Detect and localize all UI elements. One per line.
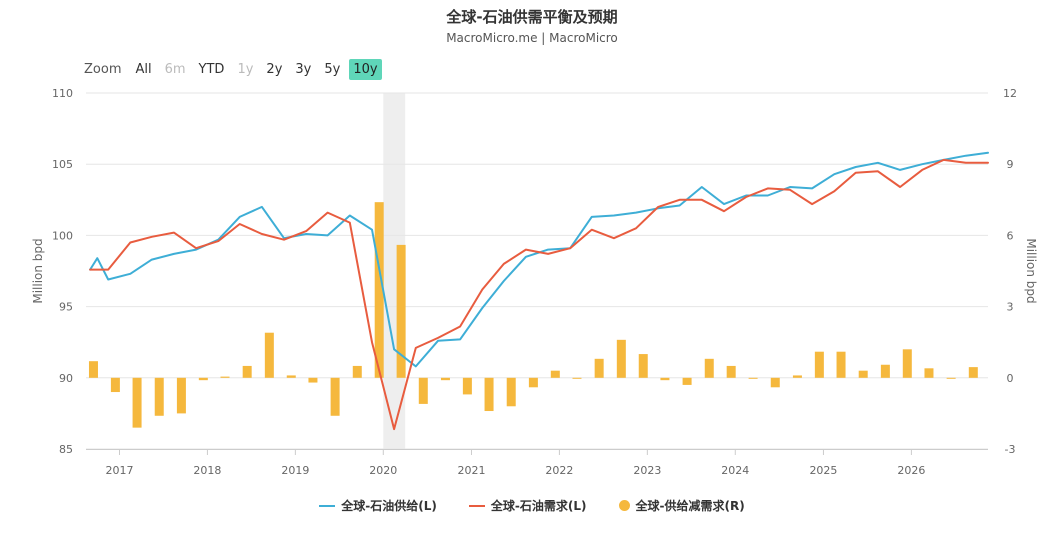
balance-bar xyxy=(550,370,560,378)
zoom-all-button[interactable]: All xyxy=(135,62,152,77)
balance-bar xyxy=(902,349,912,378)
balance-bar xyxy=(352,365,362,378)
x-tick-label: 2019 xyxy=(281,464,309,477)
balance-bar xyxy=(792,375,802,378)
balance-bar xyxy=(704,358,714,378)
balance-bar xyxy=(814,351,824,378)
legend-supply-label: 全球-石油供给(L) xyxy=(341,499,437,513)
chart-subtitle: MacroMicro.me | MacroMicro xyxy=(446,31,618,45)
balance-bar xyxy=(506,377,516,407)
balance-bar xyxy=(924,368,934,378)
balance-bar xyxy=(770,377,780,388)
balance-bar xyxy=(242,365,252,378)
balance-bar xyxy=(220,376,230,378)
zoom-2y-button[interactable]: 2y xyxy=(266,62,283,77)
balance-bar xyxy=(748,377,758,379)
y-right-axis-title: Million bpd xyxy=(1024,238,1038,303)
balance-bar xyxy=(308,377,318,383)
y-left-tick-label: 85 xyxy=(59,443,73,456)
balance-bar xyxy=(484,377,494,412)
legend-supply-swatch xyxy=(319,504,336,507)
balance-bar xyxy=(418,377,428,404)
x-tick-label: 2026 xyxy=(897,464,925,477)
y-left-tick-label: 110 xyxy=(52,87,73,100)
chart-legend: 全球-石油供给(L) 全球-石油需求(L) 全球-供给减需求(R) xyxy=(0,497,1064,514)
balance-bar xyxy=(660,377,670,381)
balance-bar xyxy=(858,370,868,378)
demand-line xyxy=(89,158,989,431)
balance-bar xyxy=(264,332,274,378)
balance-bar xyxy=(88,361,98,378)
balance-bar xyxy=(198,377,208,381)
balance-bar xyxy=(836,351,846,378)
balance-bar xyxy=(396,244,406,378)
x-tick-label: 2024 xyxy=(721,464,749,477)
balance-bar xyxy=(594,358,604,378)
y-left-tick-label: 95 xyxy=(59,301,73,314)
x-tick-label: 2017 xyxy=(105,464,133,477)
zoom-5y-button[interactable]: 5y xyxy=(324,62,341,77)
x-tick-label: 2021 xyxy=(457,464,485,477)
zoom-ytd-button[interactable]: YTD xyxy=(198,62,225,77)
balance-bar xyxy=(440,377,450,381)
y-left-tick-label: 90 xyxy=(59,372,73,385)
zoom-10y-button[interactable]: 10y xyxy=(349,59,382,80)
y-right-tick-label: -3 xyxy=(1005,443,1016,456)
y-left-tick-label: 100 xyxy=(52,229,73,242)
legend-item-balance[interactable]: 全球-供给减需求(R) xyxy=(618,497,745,514)
balance-bar xyxy=(880,364,890,378)
chart-title: 全球-石油供需平衡及预期 xyxy=(446,8,618,26)
balance-bar xyxy=(528,377,538,388)
y-right-tick-label: 3 xyxy=(1007,301,1014,314)
balance-bar xyxy=(132,377,142,428)
legend-demand-swatch xyxy=(468,504,485,507)
y-right-tick-label: 9 xyxy=(1007,158,1014,171)
zoom-bar: Zoom All 6m YTD 1y 2y 3y 5y 10y xyxy=(82,59,387,80)
balance-bar xyxy=(946,377,956,379)
balance-bar xyxy=(154,377,164,416)
balance-bar xyxy=(682,377,692,385)
x-tick-label: 2025 xyxy=(809,464,837,477)
balance-bar xyxy=(286,375,296,378)
legend-balance-swatch xyxy=(618,500,630,511)
y-right-tick-label: 0 xyxy=(1007,372,1014,385)
balance-bar xyxy=(616,339,626,378)
legend-balance-label: 全球-供给减需求(R) xyxy=(635,499,745,513)
supply-line xyxy=(89,151,989,368)
y-right-tick-label: 6 xyxy=(1007,229,1014,242)
legend-item-demand[interactable]: 全球-石油需求(L) xyxy=(468,497,587,514)
x-tick-label: 2018 xyxy=(193,464,221,477)
legend-item-supply[interactable]: 全球-石油供给(L) xyxy=(319,497,437,514)
balance-bar xyxy=(176,377,186,414)
balance-bar xyxy=(330,377,340,416)
balance-bar xyxy=(726,365,736,378)
zoom-label: Zoom xyxy=(84,62,122,77)
x-tick-label: 2020 xyxy=(369,464,397,477)
zoom-6m-button[interactable]: 6m xyxy=(164,62,186,77)
y-left-tick-label: 105 xyxy=(52,158,73,171)
balance-bar xyxy=(462,377,472,395)
balance-bar xyxy=(110,377,120,393)
balance-bar xyxy=(638,354,648,378)
zoom-3y-button[interactable]: 3y xyxy=(295,62,312,77)
x-tick-label: 2022 xyxy=(545,464,573,477)
legend-demand-label: 全球-石油需求(L) xyxy=(490,499,587,513)
y-right-tick-label: 12 xyxy=(1003,87,1017,100)
x-tick-label: 2023 xyxy=(633,464,661,477)
y-left-axis-title: Million bpd xyxy=(31,238,45,303)
balance-bar xyxy=(572,377,582,379)
balance-bar xyxy=(968,367,978,378)
zoom-1y-button[interactable]: 1y xyxy=(237,62,254,77)
balance-bar xyxy=(374,202,384,378)
